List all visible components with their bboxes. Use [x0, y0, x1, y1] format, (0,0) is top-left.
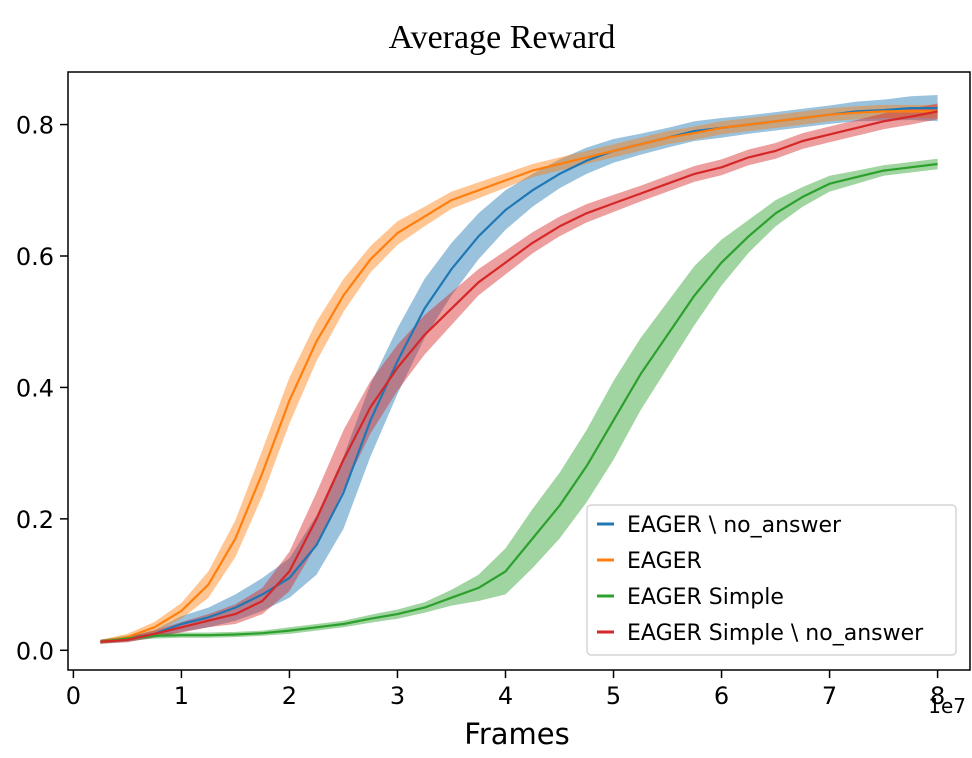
legend-label-0: EAGER \ no_answer: [627, 513, 842, 538]
y-tick-label: 0.6: [16, 243, 54, 271]
legend-label-1: EAGER: [627, 549, 702, 574]
legend-label-2: EAGER Simple: [627, 585, 784, 610]
x-tick-label: 5: [606, 682, 621, 710]
series-lines: [100, 106, 938, 643]
y-tick-label: 0.0: [16, 637, 54, 665]
x-tick-label: 3: [390, 682, 405, 710]
series-line-1: [100, 110, 938, 643]
series-band-3: [100, 103, 938, 644]
x-tick-label: 0: [66, 682, 81, 710]
x-axis-label: Frames: [464, 717, 569, 751]
plot-frame: [67, 71, 971, 671]
x-axis-offset-label: 1e7: [928, 694, 966, 718]
confidence-bands: [100, 95, 938, 644]
x-tick-label: 7: [822, 682, 837, 710]
x-axis-ticks: 0 1 2 3 4 5 6 7 8: [66, 670, 945, 710]
legend-label-3: EAGER Simple \ no_answer: [627, 621, 924, 646]
series-line-3: [100, 110, 938, 643]
x-tick-label: 1: [174, 682, 189, 710]
x-tick-label: 8: [930, 682, 945, 710]
series-band-2: [100, 158, 938, 644]
legend: EAGER \ no_answer EAGER EAGER Simple EAGER …: [586, 504, 957, 656]
chart-title: Average Reward: [389, 19, 616, 56]
y-tick-label: 0.2: [16, 506, 54, 534]
x-tick-label: 2: [282, 682, 297, 710]
x-tick-label: 6: [714, 682, 729, 710]
legend-box: [586, 504, 957, 656]
x-tick-label: 4: [498, 682, 513, 710]
series-band-0: [100, 95, 938, 644]
y-tick-label: 0.8: [16, 112, 54, 140]
series-line-2: [100, 162, 938, 643]
y-tick-label: 0.4: [16, 374, 54, 402]
y-axis-ticks: 0.0 0.2 0.4 0.6 0.8: [16, 112, 68, 665]
